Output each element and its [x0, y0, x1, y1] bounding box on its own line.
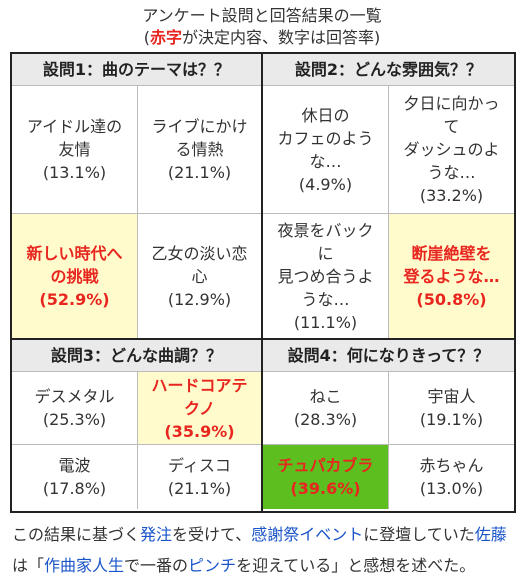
answer-text: ハードコアテ クノ (35.9%)	[151, 375, 248, 441]
answer-cell: ライブにかけ る情熱 (21.1%)	[138, 86, 261, 213]
page-title: アンケート設問と回答結果の一覧	[142, 6, 382, 25]
link-thanksgiving-event[interactable]: 感謝祭イベント	[251, 525, 364, 544]
answer-cell-selected: チュパカブラ (39.6%)	[263, 445, 388, 509]
footer-text: を受けて、	[172, 525, 252, 544]
question-2-header: 設問2：どんな雰囲気？？	[263, 54, 514, 86]
footer-paragraph: この結果に基づく発注を受けて、感謝祭イベントに登壇していた佐藤は「作曲家人生で一…	[12, 519, 516, 581]
answer-text: 宇宙人 (19.1%)	[419, 387, 484, 429]
answer-text: アイドル達の 友情 (13.1%)	[26, 117, 123, 182]
question-4-block: 設問4：何になりきって？？ ねこ (28.3%) 宇宙人 (19.1%) チュパ…	[263, 340, 514, 511]
cell-divider	[137, 86, 138, 338]
legend-red-word: 赤字	[149, 28, 182, 47]
answer-cell: 夜景をバック に 見つめ合うよ うな… (11.1%)	[263, 214, 388, 338]
footer-text: この結果に基づく	[12, 525, 141, 544]
footer-text: で一番の	[124, 556, 189, 575]
question-2-block: 設問2：どんな雰囲気？？ 休日の カフェのよう な… (4.9%) 夕日に向かっ…	[263, 54, 514, 340]
cell-divider	[388, 86, 389, 338]
answer-text: 夜景をバック に 見つめ合うよ うな… (11.1%)	[277, 220, 374, 332]
answer-cell: 宇宙人 (19.1%)	[389, 372, 514, 444]
cell-divider	[388, 372, 389, 509]
link-pinch[interactable]: ピンチ	[188, 556, 237, 575]
answer-text: チュパカブラ (39.6%)	[277, 456, 374, 498]
answer-cell: デスメタル (25.3%)	[12, 372, 137, 444]
answer-cell: 乙女の淡い恋 心 (12.9%)	[138, 214, 261, 338]
question-1-block: 設問1：曲のテーマは？？ アイドル達の 友情 (13.1%) ライブにかけ る情…	[12, 54, 263, 340]
legend-note: (赤字が決定内容、数字は回答率)	[0, 28, 524, 48]
answer-text: ライブにかけ る情熱 (21.1%)	[151, 117, 248, 182]
answer-text: ディスコ (21.1%)	[167, 456, 232, 498]
cell-divider	[12, 444, 261, 445]
footer-text: を迎えている」と感想を述べた。	[236, 556, 476, 575]
answer-cell: 休日の カフェのよう な… (4.9%)	[263, 86, 388, 213]
cell-divider	[263, 213, 514, 214]
answer-text: 新しい時代へ の挑戦 (52.9%)	[26, 243, 123, 309]
answer-text: デスメタル (25.3%)	[34, 387, 115, 429]
survey-results-table: 設問1：曲のテーマは？？ アイドル達の 友情 (13.1%) ライブにかけ る情…	[10, 52, 516, 513]
legend-rest: が決定内容、数字は回答率)	[182, 28, 381, 47]
answer-cell: アイドル達の 友情 (13.1%)	[12, 86, 137, 213]
link-sato[interactable]: 佐藤	[474, 525, 507, 544]
answer-cell: ディスコ (21.1%)	[138, 445, 261, 509]
legend-open: (	[143, 28, 150, 47]
answer-text: 乙女の淡い恋 心 (12.9%)	[151, 243, 248, 309]
answer-cell: 電波 (17.8%)	[12, 445, 137, 509]
cell-divider	[12, 213, 261, 214]
answer-cell-selected: ハードコアテ クノ (35.9%)	[138, 372, 261, 444]
answer-cell-selected: 新しい時代へ の挑戦 (52.9%)	[12, 214, 137, 338]
link-order[interactable]: 発注	[140, 525, 173, 544]
answer-cell: ねこ (28.3%)	[263, 372, 388, 444]
answer-cell-selected: 断崖絶壁を 登るような… (50.8%)	[389, 214, 514, 338]
answer-text: 休日の カフェのよう な… (4.9%)	[277, 105, 374, 194]
footer-text: に登壇していた	[363, 525, 475, 544]
footer-text: は「	[12, 556, 45, 575]
cell-divider	[137, 372, 138, 509]
answer-text: 夕日に向かっ て ダッシュのよ うな… (33.2%)	[403, 94, 500, 205]
question-1-header: 設問1：曲のテーマは？？	[12, 54, 261, 86]
link-composer-life[interactable]: 作曲家人生	[44, 556, 125, 575]
answer-text: 断崖絶壁を 登るような… (50.8%)	[403, 243, 500, 309]
question-3-header: 設問3：どんな曲調？？	[12, 340, 261, 372]
cell-divider	[263, 444, 514, 445]
answer-text: ねこ (28.3%)	[293, 387, 358, 429]
answer-text: 電波 (17.8%)	[42, 456, 107, 498]
question-4-header: 設問4：何になりきって？？	[263, 340, 514, 372]
question-3-block: 設問3：どんな曲調？？ デスメタル (25.3%) ハードコアテ クノ (35.…	[12, 340, 263, 511]
answer-cell: 夕日に向かっ て ダッシュのよ うな… (33.2%)	[389, 86, 514, 213]
answer-cell: 赤ちゃん (13.0%)	[389, 445, 514, 509]
answer-text: 赤ちゃん (13.0%)	[419, 456, 484, 498]
